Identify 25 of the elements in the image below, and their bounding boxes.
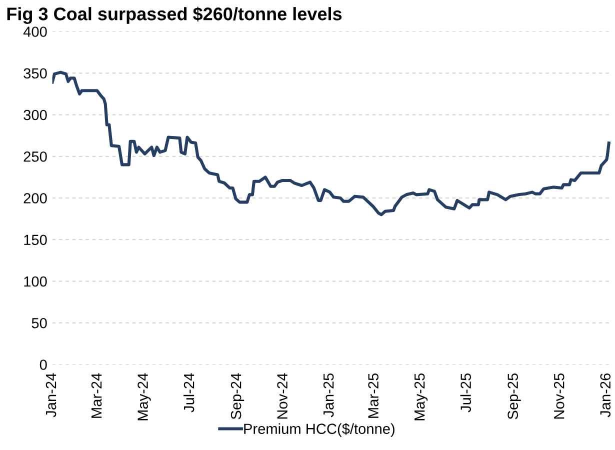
x-tick-label: Mar-25 <box>368 373 378 418</box>
y-tick-label: 150 <box>24 234 47 246</box>
x-tick-label: Nov-24 <box>277 373 288 419</box>
y-tick-label: 350 <box>24 68 47 79</box>
x-tick-label: Mar-24 <box>91 373 102 418</box>
line-series <box>52 70 610 216</box>
x-tick-label: Jul-24 <box>183 373 194 412</box>
x-tick-label: Sep-25 <box>508 373 521 420</box>
y-tick-label: 100 <box>24 276 47 287</box>
y-tick-label: 300 <box>24 110 47 120</box>
x-tick-label: Sep-24 <box>230 373 244 420</box>
y-tick-label: 250 <box>24 151 47 162</box>
legend-label: Premium HCC($/tonne) <box>244 423 394 437</box>
x-tick-label: Jan-26 <box>600 373 611 418</box>
chart-title: Fig 3 Coal surpassed $260/tonne levels <box>7 6 342 24</box>
y-tick-label: 0 <box>40 360 47 370</box>
x-tick-label: Nov-25 <box>554 373 564 419</box>
y-tick-label: 50 <box>32 318 47 328</box>
x-tick-label: May-24 <box>138 373 151 420</box>
y-tick-label: 200 <box>24 193 47 204</box>
x-tick-label: Jul-25 <box>460 373 471 412</box>
x-tick-label: May-25 <box>414 373 428 420</box>
x-tick-label: Jan-25 <box>323 373 334 418</box>
y-tick-label: 400 <box>23 26 47 37</box>
x-tick-label: Jan-24 <box>46 373 56 418</box>
